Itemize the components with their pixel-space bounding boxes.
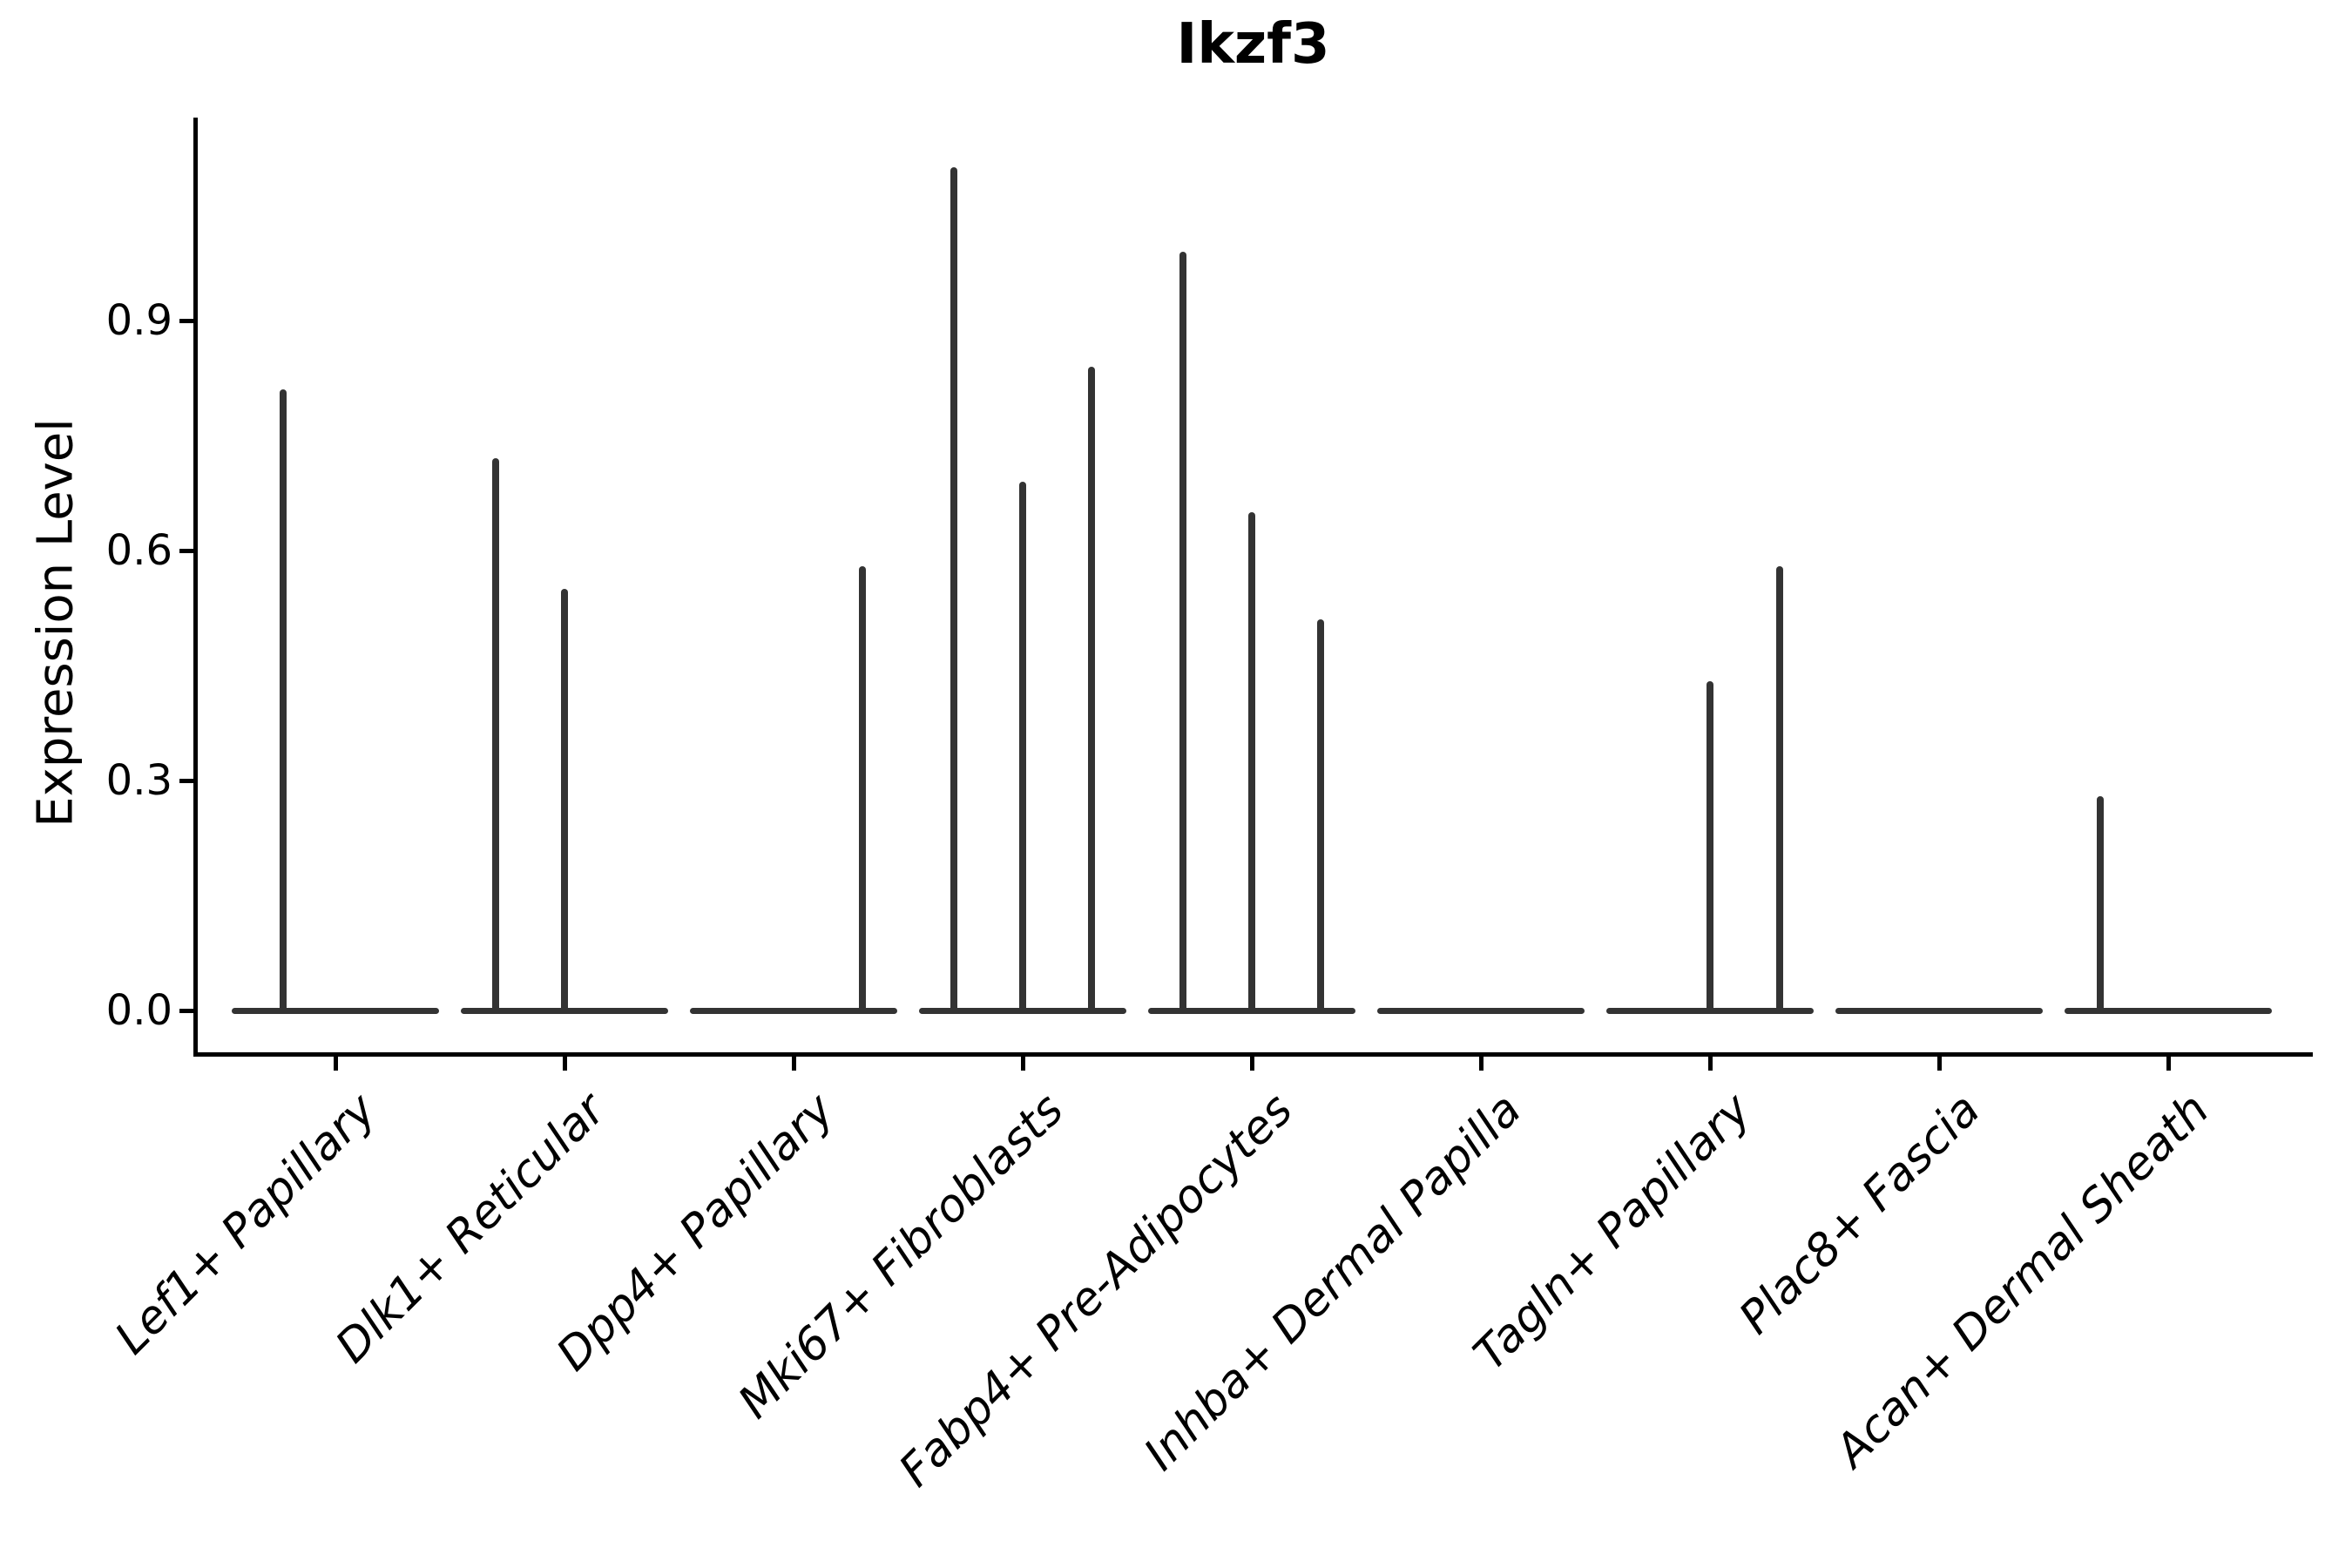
x-tick <box>792 1057 796 1071</box>
violin-spike <box>1019 481 1026 1013</box>
x-axis-spine <box>193 1052 2313 1057</box>
y-axis-spine <box>193 118 198 1057</box>
x-tick-label: Fabp4+ Pre-Adipocytes <box>889 1084 1303 1497</box>
violin-spike <box>1088 366 1095 1013</box>
violin-spike <box>561 589 568 1013</box>
x-tick <box>334 1057 338 1071</box>
violin-spike <box>859 565 866 1013</box>
violin-spike <box>280 389 287 1013</box>
y-tick <box>179 549 193 553</box>
x-tick-label: Plac8+ Fascia <box>1729 1084 1990 1345</box>
violin-spike <box>950 167 957 1013</box>
violin-baseline <box>232 1008 439 1014</box>
violin-spike <box>1248 512 1255 1013</box>
y-tick <box>179 1009 193 1013</box>
x-tick <box>1021 1057 1025 1071</box>
chart-title: Ikzf3 <box>1176 12 1330 77</box>
violin-spike <box>1776 565 1783 1013</box>
y-tick-label: 0.9 <box>105 296 172 345</box>
violin-spike <box>1179 251 1186 1013</box>
violin-spike <box>492 458 499 1013</box>
y-tick-label: 0.6 <box>105 526 172 575</box>
x-tick <box>1250 1057 1254 1071</box>
violin-baseline <box>690 1008 897 1014</box>
violin-baseline <box>1835 1008 2043 1014</box>
x-tick-label: Inhba+ Dermal Papilla <box>1134 1084 1532 1481</box>
violin-spike <box>1317 619 1324 1013</box>
violin-baseline <box>2065 1008 2272 1014</box>
x-tick <box>1937 1057 1942 1071</box>
y-tick-label: 0.3 <box>105 756 172 805</box>
x-tick <box>1708 1057 1713 1071</box>
violin-baseline <box>1377 1008 1585 1014</box>
x-tick-label: Acan+ Dermal Sheath <box>1825 1084 2220 1477</box>
y-tick-label: 0.0 <box>105 986 172 1035</box>
y-tick <box>179 319 193 323</box>
violin-spike <box>2097 795 2104 1013</box>
x-tick <box>2166 1057 2171 1071</box>
x-tick <box>563 1057 567 1071</box>
x-tick <box>1479 1057 1484 1071</box>
violin-spike <box>1707 680 1713 1013</box>
y-tick <box>179 779 193 783</box>
